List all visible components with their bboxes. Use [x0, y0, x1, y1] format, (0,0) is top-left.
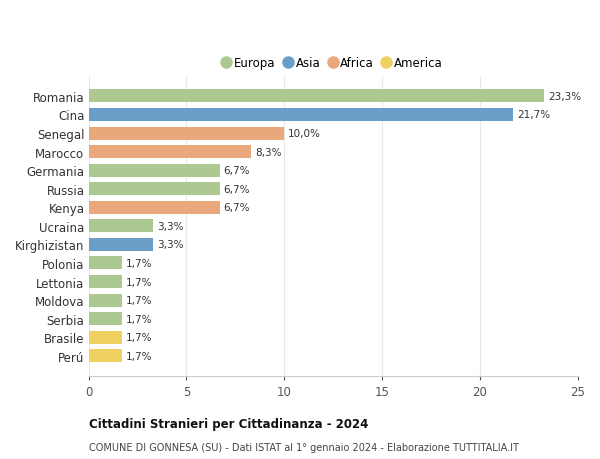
Text: 6,7%: 6,7% [224, 166, 250, 176]
Bar [89, 183, 220, 196]
Text: 1,7%: 1,7% [126, 277, 152, 287]
Bar [89, 313, 122, 325]
Bar [89, 164, 220, 177]
Text: 8,3%: 8,3% [255, 147, 281, 157]
Text: 6,7%: 6,7% [224, 203, 250, 213]
Bar [89, 127, 284, 140]
Text: COMUNE DI GONNESA (SU) - Dati ISTAT al 1° gennaio 2024 - Elaborazione TUTTITALIA: COMUNE DI GONNESA (SU) - Dati ISTAT al 1… [89, 442, 518, 452]
Bar [89, 331, 122, 344]
Bar [89, 220, 153, 233]
Text: 1,7%: 1,7% [126, 258, 152, 269]
Text: 3,3%: 3,3% [157, 240, 184, 250]
Text: 10,0%: 10,0% [288, 129, 321, 139]
Text: 6,7%: 6,7% [224, 185, 250, 194]
Bar [89, 257, 122, 270]
Bar [89, 238, 153, 252]
Bar [89, 275, 122, 288]
Text: 3,3%: 3,3% [157, 221, 184, 231]
Text: 23,3%: 23,3% [548, 92, 581, 101]
Text: Cittadini Stranieri per Cittadinanza - 2024: Cittadini Stranieri per Cittadinanza - 2… [89, 417, 368, 430]
Bar [89, 146, 251, 159]
Bar [89, 294, 122, 307]
Bar [89, 109, 513, 122]
Text: 1,7%: 1,7% [126, 332, 152, 342]
Bar [89, 350, 122, 363]
Legend: Europa, Asia, Africa, America: Europa, Asia, Africa, America [218, 52, 448, 75]
Bar [89, 90, 544, 103]
Text: 1,7%: 1,7% [126, 296, 152, 305]
Text: 1,7%: 1,7% [126, 351, 152, 361]
Text: 21,7%: 21,7% [517, 110, 550, 120]
Text: 1,7%: 1,7% [126, 314, 152, 324]
Bar [89, 202, 220, 214]
